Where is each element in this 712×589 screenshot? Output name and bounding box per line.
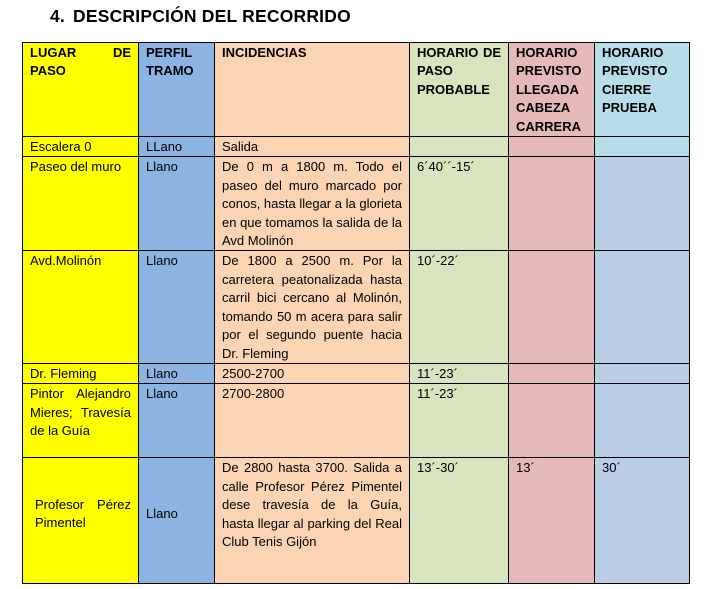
table-row: Pintor Alejandro Mieres; Travesía de la … xyxy=(22,383,690,459)
table-row: Paseo del muro Llano De 0 m a 1800 m. Todo… xyxy=(22,156,690,252)
cell-llegada xyxy=(508,250,595,364)
cell-perfil: LLano xyxy=(138,136,215,158)
header-perfil: PERFIL TRAMO xyxy=(138,41,215,138)
cell-perfil: Llano xyxy=(138,457,215,585)
header-llegada: HORARIO PREVISTO LLEGADA CABEZA CARRERA xyxy=(508,41,595,138)
cell-cierre xyxy=(594,136,690,158)
cell-incidencias: Salida xyxy=(214,136,410,158)
cell-lugar: Profesor Pérez Pimentel xyxy=(22,457,139,585)
cell-paso xyxy=(409,136,509,158)
cell-paso: 13´-30´ xyxy=(409,457,509,585)
table-row: Dr. Fleming Llano 2500-2700 11´-23´ xyxy=(22,362,690,385)
cell-llegada xyxy=(508,136,595,158)
cell-cierre: 30´ xyxy=(594,457,690,585)
cell-perfil: Llano xyxy=(138,362,215,385)
cell-incidencias: De 1800 a 2500 m. Por la carretera peato… xyxy=(214,250,410,364)
cell-paso: 6´40´´-15´ xyxy=(409,156,509,252)
cell-incidencias: De 2800 hasta 3700. Salida a calle Profe… xyxy=(214,457,410,585)
cell-lugar: Paseo del muro xyxy=(22,156,139,252)
section-title: 4. DESCRIPCIÓN DEL RECORRIDO xyxy=(50,6,359,27)
cell-perfil: Llano xyxy=(138,156,215,252)
table-row: Profesor Pérez Pimentel Llano De 2800 hast… xyxy=(22,457,690,585)
header-paso: HORARIO DE PASO PROBABLE xyxy=(409,41,509,138)
cell-paso: 11´-23´ xyxy=(409,362,509,385)
section-title-text: DESCRIPCIÓN DEL RECORRIDO xyxy=(73,6,351,26)
cell-llegada xyxy=(508,362,595,385)
cell-llegada xyxy=(508,156,595,252)
cell-llegada xyxy=(508,383,595,459)
table-row: Avd.Molinón Llano De 1800 a 2500 m. Por la… xyxy=(22,250,690,364)
cell-cierre xyxy=(594,383,690,459)
cell-incidencias: 2500-2700 xyxy=(214,362,410,385)
cell-cierre xyxy=(594,362,690,385)
cell-paso: 10´-22´ xyxy=(409,250,509,364)
cell-cierre xyxy=(594,156,690,252)
cell-perfil: Llano xyxy=(138,250,215,364)
cell-lugar: Pintor Alejandro Mieres; Travesía de la … xyxy=(22,383,139,459)
cell-cierre xyxy=(594,250,690,364)
header-cierre: HORARIO PREVISTO CIERRE PRUEBA xyxy=(594,41,690,138)
section-number: 4. xyxy=(50,6,65,26)
cell-lugar: Dr. Fleming xyxy=(22,362,139,385)
cell-lugar: Escalera 0 xyxy=(22,136,139,158)
cell-lugar: Avd.Molinón xyxy=(22,250,139,364)
cell-paso: 11´-23´ xyxy=(409,383,509,459)
cell-incidencias: De 0 m a 1800 m. Todo el paseo del muro … xyxy=(214,156,410,252)
cell-llegada: 13´ xyxy=(508,457,595,585)
header-lugar: LUGAR DE PASO xyxy=(22,41,139,138)
route-table: LUGAR DE PASO PERFIL TRAMO INCIDENCIAS H… xyxy=(22,41,690,585)
table-row: Escalera 0 LLano Salida xyxy=(22,136,690,158)
cell-incidencias: 2700-2800 xyxy=(214,383,410,459)
cell-perfil: Llano xyxy=(138,383,215,459)
header-row: LUGAR DE PASO PERFIL TRAMO INCIDENCIAS H… xyxy=(22,41,690,138)
header-incidencias: INCIDENCIAS xyxy=(214,41,410,138)
